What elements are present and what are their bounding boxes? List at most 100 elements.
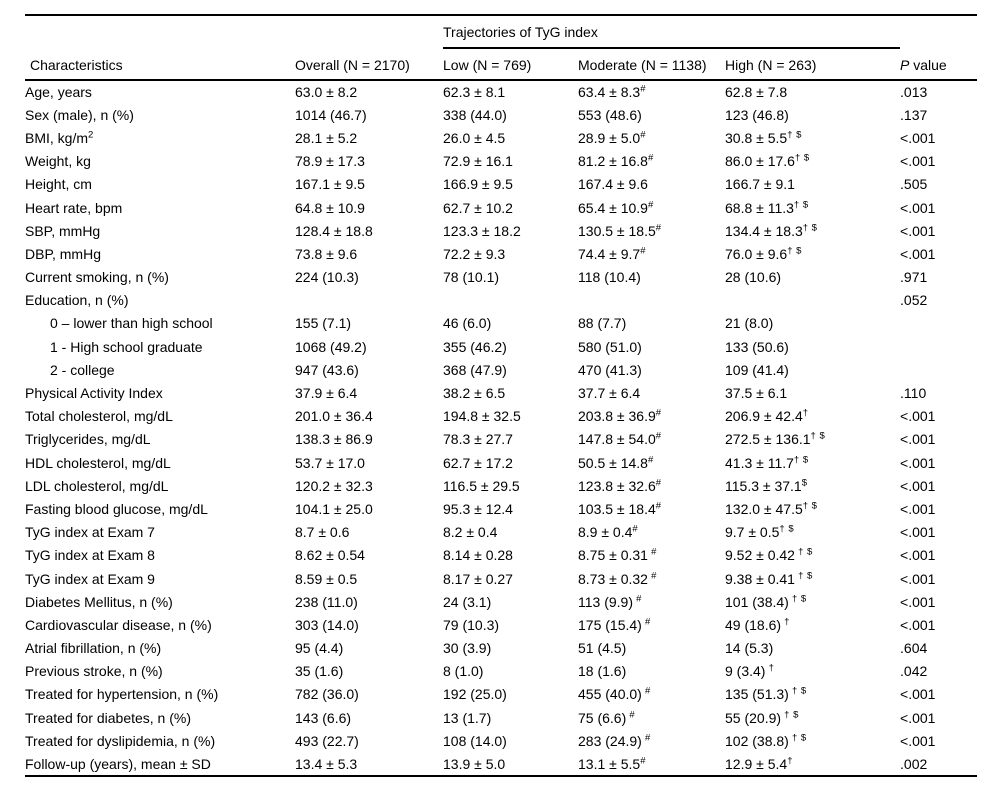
row-label: 2 - college (50, 361, 115, 378)
cell-p-value: .137 (900, 106, 928, 123)
significance-marker: $ (801, 477, 808, 489)
cell-overall: 37.9 ± 6.4 (295, 385, 358, 402)
cell-p-value: <.001 (900, 454, 936, 471)
row-label: TyG index at Exam 9 (25, 570, 155, 587)
significance-marker: # (632, 523, 639, 535)
table-row: 1 - High school graduate 1068 (49.2) 355 (… (25, 335, 977, 358)
significance-marker: † $ (794, 569, 813, 581)
table-row: Current smoking, n (%) 224 (10.3) 78 (10.1… (25, 266, 977, 289)
table-row: LDL cholesterol, mg/dL 120.2 ± 32.3 116.5 … (25, 474, 977, 497)
significance-marker: # (647, 546, 657, 558)
cell-high: 206.9 ± 42.4† (725, 407, 809, 425)
significance-marker: † $ (802, 500, 818, 512)
cell-overall: 8.62 ± 0.54 (295, 547, 365, 564)
significance-marker: † $ (779, 523, 795, 535)
cell-low: 79 (10.3) (443, 616, 500, 633)
cell-high: 76.0 ± 9.6† $ (725, 245, 802, 262)
row-label: Treated for dyslipidemia, n (%) (25, 732, 216, 749)
cell-low: 62.7 ± 10.2 (443, 199, 513, 216)
cell-moderate: 37.7 ± 6.4 (578, 385, 641, 402)
cell-overall: 73.8 ± 9.6 (295, 245, 358, 262)
cell-high: 115.3 ± 37.1$ (725, 477, 808, 494)
significance-marker: † $ (793, 198, 809, 210)
cell-moderate: 123.8 ± 32.6# (578, 477, 662, 494)
cell-overall: 35 (1.6) (295, 663, 344, 680)
p-value-rest: value (909, 57, 947, 73)
table-row: Total cholesterol, mg/dL 201.0 ± 36.4 194.… (25, 405, 977, 428)
row-label: BMI, kg/m2 (25, 129, 94, 146)
significance-marker: † $ (787, 129, 802, 141)
cell-high: 30.8 ± 5.5† $ (725, 129, 802, 146)
significance-marker: # (626, 709, 636, 720)
table-row: TyG index at Exam 9 8.59 ± 0.5 8.17 ± 0.27… (25, 567, 977, 590)
cell-moderate: 75 (6.6) # (578, 709, 636, 726)
baseline-characteristics-table: Trajectories of TyG index Characteristic… (25, 14, 978, 777)
cell-moderate: 8.9 ± 0.4# (578, 523, 639, 541)
cell-moderate: 175 (15.4) # (578, 616, 651, 633)
col-header-low: Low (N = 769) (443, 48, 578, 81)
cell-overall: 53.7 ± 17.0 (295, 454, 365, 471)
table-row: DBP, mmHg 73.8 ± 9.6 72.2 ± 9.3 74.4 ± 9.7#… (25, 242, 977, 265)
cell-p-value: <.001 (900, 686, 936, 703)
cell-low: 26.0 ± 4.5 (443, 129, 506, 146)
cell-high: 134.4 ± 18.3† $ (725, 222, 818, 239)
significance-marker: # (655, 222, 662, 234)
cell-p-value: <.001 (900, 616, 936, 633)
cell-p-value: <.001 (900, 153, 936, 170)
table-row: Sex (male), n (%) 1014 (46.7) 338 (44.0) 55… (25, 103, 977, 126)
significance-marker: # (647, 198, 654, 210)
cell-high: 41.3 ± 11.7† $ (725, 453, 809, 471)
significance-marker: † (765, 662, 775, 674)
cell-moderate (578, 289, 725, 312)
cell-low: 13 (1.7) (443, 709, 492, 726)
cell-p-value: <.001 (900, 199, 936, 216)
cell-overall: 493 (22.7) (295, 732, 359, 749)
col-header-moderate: Moderate (N = 1138) (578, 48, 725, 81)
column-header-row: Characteristics Overall (N = 2170) Low (… (25, 48, 978, 81)
significance-marker: # (641, 685, 651, 697)
cell-low: 123.3 ± 18.2 (443, 222, 521, 239)
significance-marker: † (781, 616, 790, 628)
table-row: Physical Activity Index 37.9 ± 6.4 38.2 ± … (25, 381, 977, 404)
cell-high: 68.8 ± 11.3† $ (725, 198, 809, 216)
table-row: BMI, kg/m2 28.1 ± 5.2 26.0 ± 4.5 28.9 ± 5.0… (25, 126, 977, 149)
table-row: Height, cm 167.1 ± 9.5 166.9 ± 9.5 167.4 ± … (25, 173, 977, 196)
cell-p-value: .013 (900, 84, 928, 101)
cell-overall: 1068 (49.2) (295, 338, 367, 355)
row-label: Education, n (%) (25, 292, 129, 309)
cell-overall: 128.4 ± 18.8 (295, 222, 373, 239)
significance-marker: # (640, 754, 646, 766)
row-label: SBP, mmHg (25, 222, 101, 239)
significance-marker: † $ (794, 152, 810, 164)
table-row: Triglycerides, mg/dL 138.3 ± 86.9 78.3 ± 2… (25, 428, 977, 451)
cell-low: 8 (1.0) (443, 663, 484, 680)
significance-marker: † $ (788, 732, 807, 744)
cell-p-value: <.001 (900, 593, 936, 610)
significance-marker: † $ (810, 430, 826, 442)
cell-overall: 28.1 ± 5.2 (295, 129, 358, 146)
cell-low: 8.14 ± 0.28 (443, 547, 513, 564)
cell-low: 46 (6.0) (443, 315, 492, 332)
cell-high: 14 (5.3) (725, 640, 774, 657)
cell-overall: 782 (36.0) (295, 686, 359, 703)
table-row: Treated for dyslipidemia, n (%) 493 (22.7… (25, 729, 977, 752)
row-label: Triglycerides, mg/dL (25, 431, 151, 448)
cell-low: 78.3 ± 27.7 (443, 431, 513, 448)
cell-moderate: 81.2 ± 16.8# (578, 152, 654, 170)
cell-overall: 63.0 ± 8.2 (295, 84, 358, 101)
col-header-overall: Overall (N = 2170) (295, 48, 443, 81)
significance-marker: † (802, 407, 809, 419)
cell-overall: 155 (7.1) (295, 315, 352, 332)
cell-p-value: .110 (900, 385, 927, 402)
table-row: Atrial fibrillation, n (%) 95 (4.4) 30 (3.… (25, 637, 977, 660)
cell-low: 62.3 ± 8.1 (443, 84, 506, 101)
cell-low: 338 (44.0) (443, 106, 507, 123)
row-label: Weight, kg (25, 153, 91, 170)
cell-p-value: <.001 (900, 129, 936, 146)
row-label: Age, years (25, 84, 92, 101)
cell-low: 38.2 ± 6.5 (443, 385, 506, 402)
cell-p-value: .971 (900, 269, 928, 286)
significance-marker: † $ (788, 685, 807, 697)
cell-moderate: 51 (4.5) (578, 640, 627, 657)
cell-overall: 947 (43.6) (295, 361, 359, 378)
